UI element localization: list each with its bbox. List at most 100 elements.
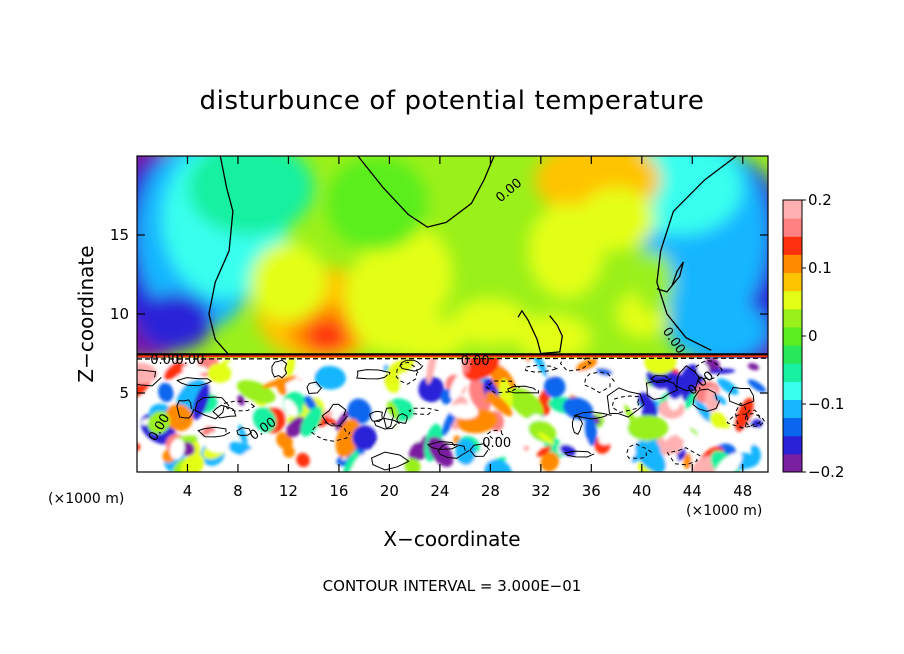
- contour-line: [656, 261, 685, 293]
- turbulent-blob: [304, 395, 317, 412]
- contour-line: [395, 361, 419, 385]
- contour-line: [573, 411, 612, 420]
- contour-line: [370, 451, 410, 471]
- turbulent-blob: [462, 358, 470, 374]
- turbulent-blob: [576, 437, 590, 454]
- field-blob: [187, 156, 314, 235]
- colorbar-swatch: [783, 236, 802, 255]
- contour-line: [728, 386, 755, 407]
- colorbar-tick-label: 0: [808, 327, 818, 345]
- turbulent-blob: [713, 452, 743, 472]
- turbulent-blob: [573, 370, 614, 391]
- contour-label: 0.00: [176, 353, 205, 368]
- contour-label: 0.00: [150, 353, 179, 368]
- field-blob: [250, 242, 327, 322]
- turbulent-blob: [347, 398, 372, 424]
- contour-line: [583, 371, 615, 394]
- field-blob: [515, 314, 592, 362]
- contour-line: [194, 396, 230, 420]
- turbulent-blob: [598, 425, 621, 445]
- contour-line: [176, 377, 212, 387]
- contour-line: [485, 380, 520, 394]
- x-axis-label: X−coordinate: [383, 527, 521, 551]
- colorbar-tick-label: −0.2: [808, 463, 844, 481]
- turbulent-blob: [379, 429, 400, 446]
- colorbar-swatch: [783, 345, 802, 364]
- contour-line: [486, 429, 504, 440]
- turbulent-blob: [660, 434, 685, 456]
- colorbar-tick-label: −0.1: [808, 395, 844, 413]
- contour-line: [611, 395, 640, 414]
- turbulent-blob: [197, 435, 227, 445]
- turbulent-blob: [349, 453, 365, 472]
- chart-title: disturbunce of potential temperature: [199, 86, 705, 116]
- contour-line: [676, 365, 701, 392]
- colorbar-ticks: 0.2 0.1 0 −0.1 −0.2: [802, 191, 844, 481]
- contour-line: [176, 399, 195, 419]
- lower-field: [137, 358, 768, 472]
- x-tick-label: 44: [683, 482, 702, 500]
- contour-line: [606, 387, 646, 418]
- x-tick-label: 48: [733, 482, 752, 500]
- turbulent-blob: [207, 363, 233, 383]
- turbulent-blob: [238, 424, 248, 446]
- contour-line: [692, 388, 721, 412]
- turbulent-blob: [235, 446, 265, 469]
- x-axis: 4 8 12 16 20 24 28 32 36 40 44 48: [183, 156, 752, 500]
- turbulent-blob: [511, 432, 524, 466]
- x-tick-label: 20: [380, 482, 399, 500]
- turbulent-blob: [709, 412, 727, 428]
- colorbar-swatch: [783, 381, 802, 400]
- contour-line: [656, 155, 737, 351]
- turbulent-blob: [522, 370, 542, 395]
- turbulent-blob: [374, 453, 390, 472]
- contour-line: [369, 411, 383, 422]
- turbulent-blob: [470, 449, 500, 472]
- colorbar-swatch: [783, 453, 802, 473]
- field-blob: [635, 250, 674, 314]
- contour-line: [271, 359, 288, 379]
- turbulent-blob: [528, 420, 557, 443]
- y-tick-label: 15: [110, 226, 129, 244]
- turbulent-blob: [674, 426, 700, 445]
- turbulent-blob: [491, 358, 529, 370]
- turbulent-blob: [709, 368, 736, 374]
- contour-line: [136, 357, 769, 360]
- turbulent-blob: [286, 416, 306, 438]
- turbulent-blob: [644, 358, 677, 375]
- turbulent-blob: [159, 358, 184, 378]
- turbulent-blob: [252, 407, 277, 433]
- turbulent-blob: [440, 388, 453, 405]
- turbulent-blob: [335, 418, 361, 458]
- turbulent-blob: [537, 432, 555, 445]
- turbulent-blob: [694, 400, 713, 423]
- turbulent-blob: [404, 458, 421, 472]
- colorbar-swatch: [783, 363, 802, 382]
- y-axis-label: Z−coordinate: [74, 245, 98, 383]
- colorbar-swatch: [783, 399, 802, 419]
- turbulent-blob: [352, 425, 377, 451]
- contour-line: [626, 443, 652, 459]
- turbulent-blob: [165, 403, 193, 432]
- turbulent-blob: [600, 358, 623, 374]
- x-tick-label: 4: [183, 482, 193, 500]
- field-blob: [667, 298, 768, 362]
- colorbar-tick-label: 0.2: [808, 191, 832, 209]
- x-tick-label: 8: [233, 482, 243, 500]
- turbulent-blob: [163, 359, 189, 380]
- turbulent-blob: [584, 413, 597, 446]
- turbulent-blob: [300, 406, 323, 437]
- x-unit-right: (×1000 m): [686, 503, 763, 519]
- turbulent-blob: [263, 358, 277, 375]
- turbulent-blob: [462, 358, 501, 381]
- colorbar-swatch: [783, 435, 802, 455]
- turbulent-blob: [506, 421, 543, 444]
- tropopause-band: [137, 354, 768, 358]
- x-tick-label: 28: [481, 482, 500, 500]
- contour-line: [524, 364, 558, 373]
- contour-line: [437, 443, 470, 459]
- turbulent-blob: [169, 438, 185, 460]
- contour-line: [427, 440, 458, 451]
- contour-line: [357, 155, 495, 228]
- contour-lines: [136, 155, 769, 471]
